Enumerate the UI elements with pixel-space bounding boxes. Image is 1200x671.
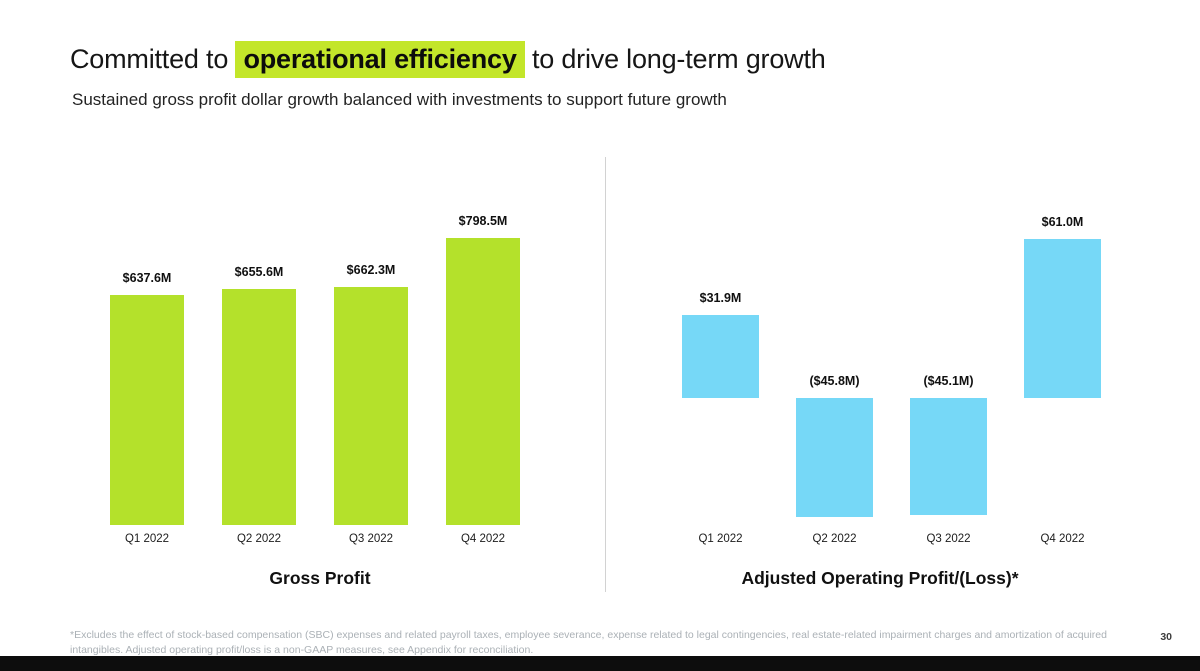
title-highlight: operational efficiency bbox=[235, 41, 525, 78]
bar-value-label: $31.9M bbox=[699, 291, 742, 306]
bar-value-label: ($45.1M) bbox=[923, 374, 974, 388]
bar-value-label: $655.6M bbox=[234, 264, 284, 279]
bar-category-label: Q3 2022 bbox=[926, 533, 971, 545]
bar-q2-2022 bbox=[222, 288, 296, 525]
bar-category-label: Q4 2022 bbox=[1040, 533, 1085, 545]
slide-header: Committed to operational efficiency to d… bbox=[70, 41, 826, 110]
bar-category-label: Q2 2022 bbox=[236, 533, 282, 545]
bar-category-label: Q1 2022 bbox=[124, 533, 170, 545]
gross-profit-chart: $637.6M Q1 2022 $655.6M Q2 2022 $662.3M Q3 20… bbox=[70, 190, 570, 589]
bar-q4-2022 bbox=[446, 237, 520, 525]
gross-profit-plot: $637.6M Q1 2022 $655.6M Q2 2022 $662.3M Q3 20… bbox=[70, 190, 570, 550]
title-suffix: to drive long-term growth bbox=[524, 44, 826, 74]
bar-q4-2022 bbox=[1024, 239, 1101, 398]
adjusted-operating-profit-chart-title: Adjusted Operating Profit/(Loss)* bbox=[741, 568, 1019, 588]
bar-value-label: $61.0M bbox=[1041, 215, 1084, 230]
bottom-bar bbox=[0, 656, 1200, 671]
bar-value-label: $662.3M bbox=[346, 262, 396, 277]
chart-divider bbox=[605, 157, 606, 592]
bar-category-label: Q4 2022 bbox=[460, 533, 506, 545]
bar-q3-2022 bbox=[910, 398, 987, 516]
bar-q3-2022 bbox=[334, 286, 408, 525]
adjusted-operating-profit-plot: $31.9M Q1 2022 ($45.8M) Q2 2022 ($45.1M) Q3 2… bbox=[630, 190, 1130, 550]
bar-q2-2022 bbox=[796, 398, 873, 518]
page-number: 30 bbox=[1160, 631, 1172, 643]
title-prefix: Committed to bbox=[70, 44, 236, 74]
gross-profit-chart-title: Gross Profit bbox=[269, 568, 371, 588]
bar-q1-2022 bbox=[682, 315, 759, 398]
footnote: *Excludes the effect of stock-based comp… bbox=[70, 629, 1107, 656]
slide-title: Committed to operational efficiency to d… bbox=[70, 41, 826, 78]
bar-category-label: Q3 2022 bbox=[348, 533, 394, 545]
bar-value-label: $798.5M bbox=[458, 213, 508, 228]
bar-value-label: ($45.8M) bbox=[809, 374, 860, 388]
adjusted-operating-profit-chart: $31.9M Q1 2022 ($45.8M) Q2 2022 ($45.1M) Q3 2… bbox=[630, 190, 1130, 589]
slide-subtitle: Sustained gross profit dollar growth bal… bbox=[72, 90, 727, 109]
bar-q1-2022 bbox=[110, 295, 184, 525]
bar-category-label: Q2 2022 bbox=[812, 533, 857, 545]
bar-value-label: $637.6M bbox=[122, 271, 172, 286]
bar-category-label: Q1 2022 bbox=[698, 533, 743, 545]
